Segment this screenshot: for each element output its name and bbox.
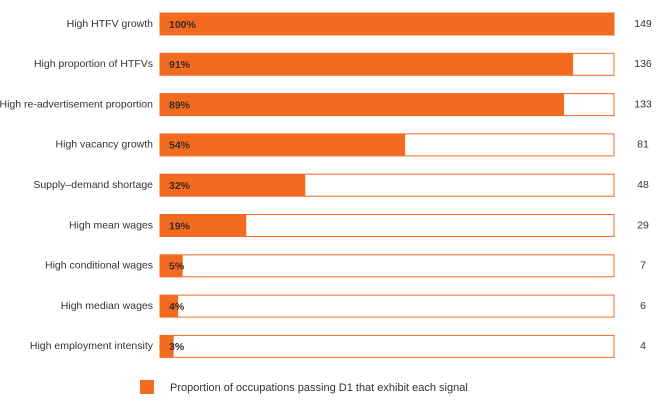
bar-track [159,254,615,278]
count-label: 81 [637,139,649,151]
y-tick-label: Supply–demand shortage [33,179,153,191]
y-tick-label: High vacancy growth [56,139,154,151]
y-tick-label: High HTFV growth [67,18,154,30]
bar [160,133,406,156]
count-label: 48 [637,179,649,191]
value-label: 89% [169,99,191,111]
y-tick-label: High median wages [61,300,153,312]
count-label: 149 [634,18,652,30]
count-label: 4 [640,340,646,352]
count-label: 133 [634,98,652,110]
bar-track [159,334,615,358]
value-label: 54% [169,140,191,152]
bar-track [159,294,615,318]
y-tick-label: High proportion of HTFVs [34,58,153,70]
bar [160,254,183,277]
value-label: 19% [169,220,191,232]
count-label: 136 [634,58,652,70]
bar [160,335,174,358]
count-label: 29 [637,219,649,231]
value-label: 100% [169,19,197,31]
bar [160,295,179,318]
legend-swatch [140,380,154,394]
y-tick-label: High mean wages [69,219,153,231]
value-label: 4% [169,301,185,313]
value-label: 32% [169,180,191,192]
bar [160,93,565,116]
count-label: 7 [640,260,646,272]
bar [160,214,247,237]
bar [160,13,614,35]
bar [160,53,574,76]
count-label: 6 [640,300,646,312]
value-label: 3% [169,341,185,353]
value-label: 5% [169,261,185,273]
legend-label: Proportion of occupations passing D1 tha… [170,382,468,394]
y-tick-label: High conditional wages [45,260,153,272]
value-label: 91% [169,59,191,71]
y-tick-label: High employment intensity [30,340,154,352]
bar [160,174,306,197]
y-tick-label: High re-advertisement proportion [0,98,153,110]
